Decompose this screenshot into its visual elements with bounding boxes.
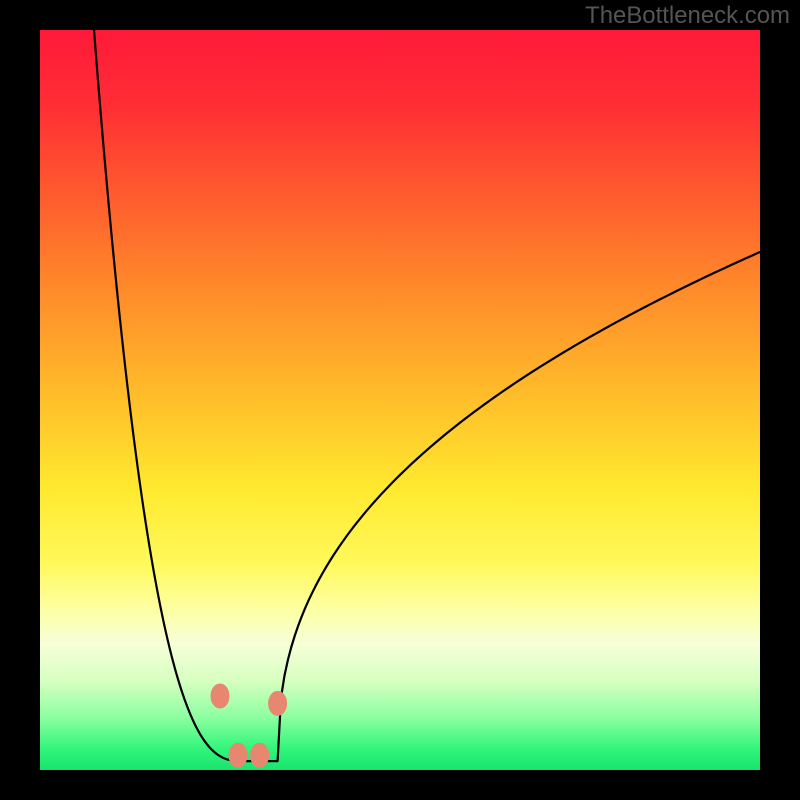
chart-stage: TheBottleneck.com [0,0,800,800]
data-marker [251,743,269,767]
bottleneck-curve-chart [0,0,800,800]
watermark-text: TheBottleneck.com [585,2,790,30]
data-marker [211,684,229,708]
gradient-background [40,30,760,770]
data-marker [229,743,247,767]
data-marker [269,691,287,715]
